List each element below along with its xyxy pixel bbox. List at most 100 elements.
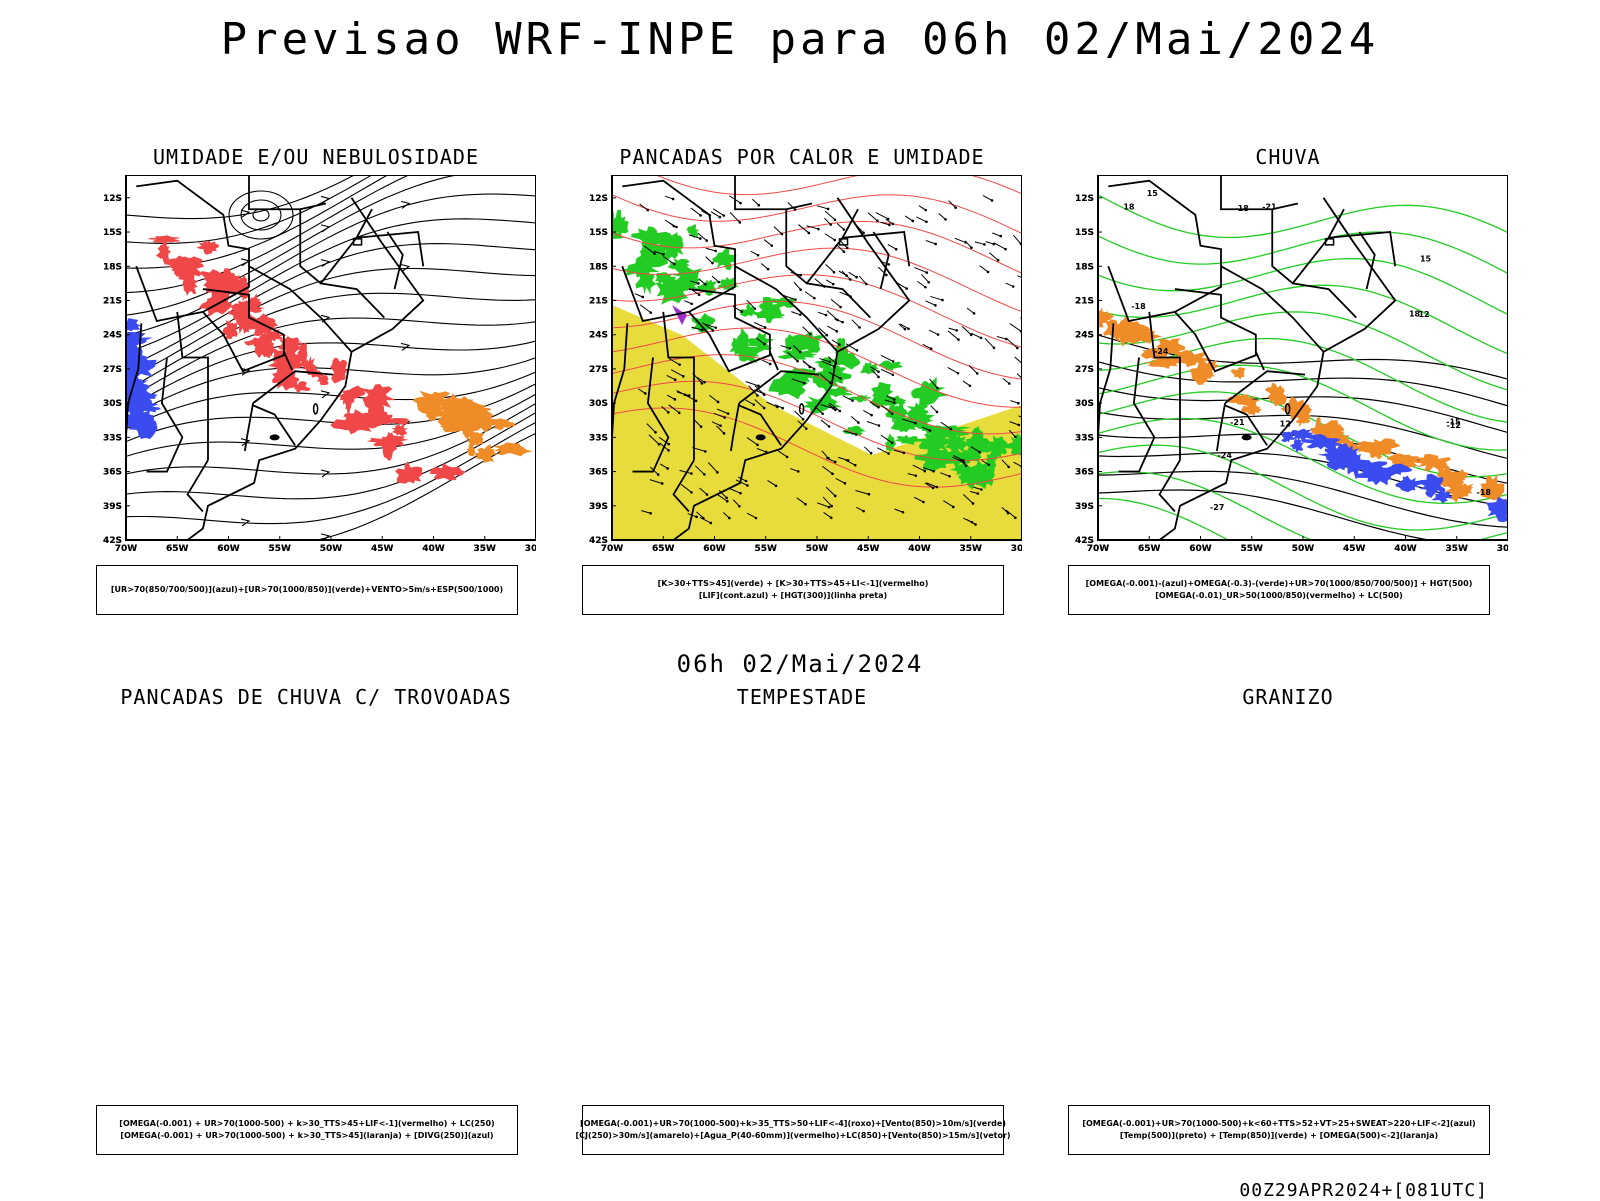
wind-vector-head	[934, 243, 937, 246]
wind-vector-head	[828, 506, 831, 509]
wind-vector-head	[983, 243, 986, 246]
wind-vector-head	[1004, 248, 1007, 251]
wind-vector-head	[649, 512, 652, 515]
lat-tick-label: 30S	[589, 399, 608, 409]
lon-tick-label: 60W	[703, 544, 726, 554]
wind-vector-head	[999, 235, 1002, 238]
wind-vector-head	[878, 424, 881, 427]
wind-vector-head	[752, 403, 755, 406]
wind-vector-head	[672, 198, 675, 201]
wind-vector-head	[739, 492, 742, 495]
wind-vector-head	[877, 370, 880, 373]
wind-vector-head	[957, 338, 960, 341]
lat-tick-label: 27S	[103, 365, 122, 375]
wind-vector-head	[658, 443, 661, 446]
wind-vector-head	[697, 282, 700, 285]
legend-line: [OMEGA(-0.001)+UR>70(1000-500)+k<60+TTS>…	[1082, 1118, 1475, 1130]
wind-vector-head	[789, 347, 792, 350]
wind-vector-head	[642, 296, 645, 299]
wind-vector-head	[794, 208, 797, 211]
wind-vector-head	[722, 214, 725, 217]
wind-vector-head	[993, 347, 996, 350]
wind-vector-head	[887, 218, 890, 221]
wind-vector-head	[862, 510, 865, 513]
wind-vector-head	[912, 220, 915, 223]
lat-tick-label: 24S	[589, 331, 608, 341]
wind-vector-head	[827, 208, 830, 211]
wind-vector-head	[865, 283, 868, 286]
lon-tick-label: 35W	[1446, 544, 1469, 554]
wind-vector-head	[877, 376, 880, 379]
wind-vector-head	[786, 456, 789, 459]
wind-vector-head	[955, 329, 958, 332]
wind-vector-head	[854, 464, 857, 467]
lon-tick-label: 60W	[217, 544, 240, 554]
panel-granizo: GRANIZO [OMEGA(-0.001)+UR>70(1000-500)+k…	[1068, 685, 1508, 1155]
wind-vector-head	[902, 511, 905, 514]
wind-vector-head	[739, 202, 742, 205]
wind-vector-head	[925, 221, 928, 224]
wind-vector-head	[667, 443, 670, 446]
contour-label: -18	[1234, 204, 1249, 213]
forecast-time-label: 06h 02/Mai/2024	[0, 650, 1600, 678]
map-pancadas-calor: 9600952094409600952094409360928092009120…	[582, 175, 1022, 565]
wind-vector-head	[794, 298, 797, 301]
wind-vector-head	[888, 224, 891, 227]
wind-vector-head	[893, 398, 896, 401]
wind-vector-head	[991, 199, 994, 202]
wind-vector-head	[813, 368, 816, 371]
lat-tick-label: 33S	[589, 433, 608, 443]
wind-vector-head	[805, 427, 808, 430]
wind-vector-head	[682, 375, 685, 378]
wind-vector-head	[870, 452, 873, 455]
wind-vector-head	[905, 287, 908, 290]
lon-tick-label: 50W	[1292, 544, 1315, 554]
lat-tick-label: 12S	[103, 194, 122, 204]
wind-vector-head	[699, 214, 702, 217]
wind-vector-head	[657, 473, 660, 476]
wind-vector-head	[1018, 424, 1021, 427]
wind-vector-head	[969, 384, 972, 387]
wind-vector-head	[745, 480, 748, 483]
lon-tick-label: 40W	[422, 544, 445, 554]
wind-vector-head	[858, 326, 861, 329]
legend-box: [UR>70(850/700/500)](azul)+[UR>70(1000/8…	[96, 565, 518, 615]
contour-label: -24	[1217, 451, 1232, 460]
wind-vector-head	[987, 271, 990, 274]
wind-vector-head	[838, 343, 841, 346]
wind-vector-head	[892, 373, 895, 376]
wind-vector-head	[723, 416, 726, 419]
wind-vector-head	[756, 394, 759, 397]
wind-vector-head	[834, 218, 837, 221]
lat-tick-label: 12S	[589, 194, 608, 204]
map-chuva: 5885825765705675615555495435405825765705…	[1068, 175, 1508, 565]
lat-tick-label: 27S	[1075, 365, 1094, 375]
lat-tick-label: 12S	[1075, 194, 1094, 204]
lat-tick-label: 18S	[103, 262, 122, 272]
wind-vector-head	[907, 327, 910, 330]
lon-tick-label: 55W	[269, 544, 292, 554]
contour-label: -24	[1154, 347, 1169, 356]
wind-vector-head	[666, 467, 669, 470]
lon-tick-label: 45W	[1343, 544, 1366, 554]
contour-label: -15	[1446, 418, 1461, 427]
wind-vector-head	[827, 457, 830, 460]
wind-vector-head	[740, 310, 743, 313]
wind-vector-head	[706, 493, 709, 496]
map-content	[584, 175, 1022, 540]
legend-line: [Temp(500)](preto) + [Temp(850)](verde) …	[1120, 1130, 1438, 1142]
wind-vector-head	[770, 244, 773, 247]
lat-tick-label: 24S	[103, 331, 122, 341]
wind-vector-head	[703, 381, 706, 384]
lat-tick-label: 27S	[589, 365, 608, 375]
wind-vector-head	[832, 283, 835, 286]
contour-label: -27	[1210, 503, 1224, 512]
wind-vector-head	[662, 253, 665, 256]
wind-vector-head	[711, 329, 714, 332]
lon-tick-label: 65W	[1138, 544, 1161, 554]
lat-tick-label: 30S	[1075, 399, 1094, 409]
lat-tick-label: 18S	[1075, 262, 1094, 272]
lat-tick-label: 18S	[589, 262, 608, 272]
main-title: Previsao WRF-INPE para 06h 02/Mai/2024	[0, 14, 1600, 65]
wind-vector-head	[965, 465, 968, 468]
